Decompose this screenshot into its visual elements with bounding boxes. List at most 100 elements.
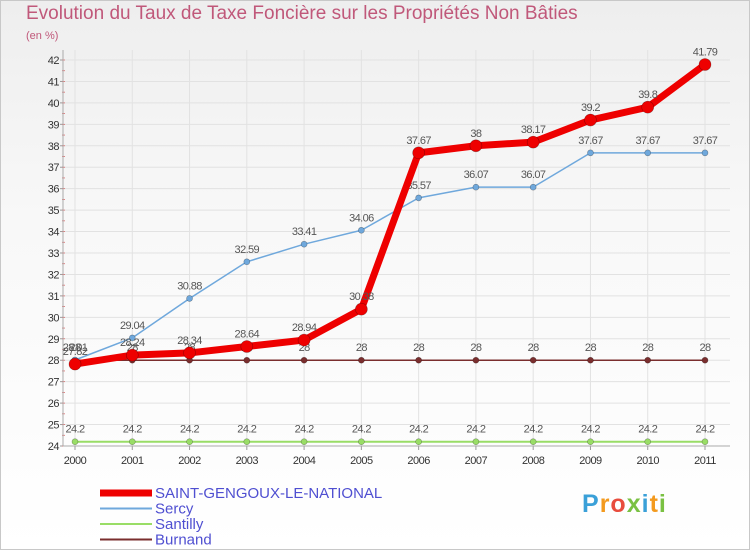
y-tick-label: 27 [48, 377, 60, 389]
y-tick-label: 42 [48, 55, 60, 67]
series-layer: 28282828282828282828282824.224.224.224.2… [63, 47, 718, 446]
data-point [355, 302, 368, 316]
x-axis-ticks: 2000 2001 2002 2003 2004 2005 2006 2007 2008 2009… [64, 455, 717, 467]
data-point [243, 356, 251, 364]
data-label: 41.79 [693, 47, 718, 59]
x-tick-label: 2008 [522, 455, 545, 467]
data-label: 24.2 [352, 424, 371, 436]
data-label: 38 [470, 128, 482, 140]
data-point [243, 258, 251, 266]
data-point [358, 226, 365, 234]
proxiti-logo: Proxiti [582, 490, 667, 519]
y-tick-label: 26 [48, 398, 60, 410]
data-point [183, 346, 196, 360]
data-point [472, 356, 480, 364]
data-point [587, 356, 594, 364]
y-axis-ticks: 24 25 26 27 28 29 30 31 32 33 34 35 36 37 38 39 40 41 42 [48, 55, 60, 453]
logo-letter: P [582, 490, 600, 518]
x-tick-label: 2005 [350, 455, 373, 467]
data-label: 28 [528, 342, 540, 354]
y-tick-label: 28 [48, 355, 60, 367]
x-tick-label: 2007 [465, 455, 488, 467]
data-point [526, 135, 540, 149]
chart-title: Evolution du Taux de Taxe Foncière sur l… [26, 3, 578, 24]
logo-letter: r [599, 490, 611, 518]
data-point [584, 113, 597, 127]
series-santilly: 24.2 24.2 24.2 24.2 24.2 24.2 24.2 24.2 24.2 24.2… [65, 424, 716, 446]
y-tick-label: 34 [48, 227, 60, 239]
data-point [186, 295, 193, 302]
y-tick-label: 33 [48, 248, 60, 260]
y-tick-label: 29 [48, 334, 60, 346]
legend: SAINT-GENGOUX-LE-NATIONALSercySantillyBu… [100, 485, 382, 549]
data-point [529, 356, 537, 364]
legend-label: Sercy [155, 501, 194, 518]
data-label: 28 [356, 342, 368, 354]
data-label: 37.67 [693, 135, 718, 147]
data-point [587, 149, 594, 157]
y-tick-label: 31 [48, 291, 60, 303]
data-point [644, 438, 652, 446]
x-tick-label: 2003 [236, 455, 259, 467]
data-point [644, 356, 652, 364]
data-label: 24.2 [524, 424, 543, 436]
x-tick-label: 2006 [407, 455, 430, 467]
data-point [472, 183, 480, 191]
y-tick-label: 41 [48, 76, 60, 88]
data-label: 28.64 [235, 328, 260, 340]
y-tick-label: 25 [48, 420, 60, 432]
y-tick-label: 24 [48, 441, 60, 453]
data-label: 28 [699, 342, 711, 354]
data-point [701, 149, 709, 157]
series-line [74, 152, 706, 361]
data-label: 28 [413, 342, 425, 354]
x-tick-label: 2009 [579, 455, 602, 467]
data-point [529, 438, 537, 446]
data-point [358, 356, 365, 364]
x-tick-label: 2002 [178, 455, 201, 467]
data-label: 24.2 [409, 424, 428, 436]
x-tick-label: 2011 [694, 455, 716, 467]
data-label: 38.17 [521, 124, 546, 136]
y-tick-label: 32 [48, 269, 60, 281]
data-label: 28.24 [120, 337, 145, 349]
logo-letter: i [641, 490, 650, 518]
data-label: 28.94 [292, 322, 317, 334]
data-label: 36.07 [521, 169, 546, 181]
y-tick-label: 36 [48, 184, 60, 196]
data-label: 37.67 [578, 135, 603, 147]
data-point [641, 100, 655, 114]
y-tick-label: 35 [48, 205, 60, 217]
y-tick-label: 37 [48, 162, 60, 174]
series-sercy: 28.01 29.04 30.88 32.59 33.41 34.06 35.57 36.07… [63, 135, 718, 364]
logo-letter: t [649, 490, 659, 518]
data-point [698, 58, 712, 71]
data-point [701, 438, 709, 446]
data-label: 34.06 [349, 212, 374, 224]
data-point [300, 240, 308, 248]
data-point [472, 438, 480, 446]
legend-label: Burnand [155, 532, 212, 549]
data-label: 24.2 [123, 424, 142, 436]
logo-letter: i [658, 490, 667, 518]
data-label: 27.82 [63, 346, 88, 358]
x-tick-label: 2010 [636, 455, 659, 467]
data-point [243, 438, 251, 446]
data-label: 24.2 [295, 424, 314, 436]
data-label: 28.34 [177, 335, 202, 347]
data-label: 35.57 [406, 180, 431, 192]
data-point [415, 194, 422, 202]
data-point [415, 438, 422, 446]
data-label: 24.2 [581, 424, 600, 436]
data-label: 24.2 [180, 424, 199, 436]
data-point [125, 348, 139, 362]
data-label: 30.88 [177, 280, 202, 292]
x-tick-label: 2000 [64, 455, 87, 467]
data-label: 37.67 [406, 135, 431, 147]
data-label: 30.38 [349, 291, 374, 303]
x-tick-label: 2001 [121, 455, 144, 467]
data-point [412, 146, 425, 160]
y-tick-label: 38 [48, 141, 60, 153]
data-point [701, 356, 709, 364]
data-label: 28 [69, 342, 81, 354]
